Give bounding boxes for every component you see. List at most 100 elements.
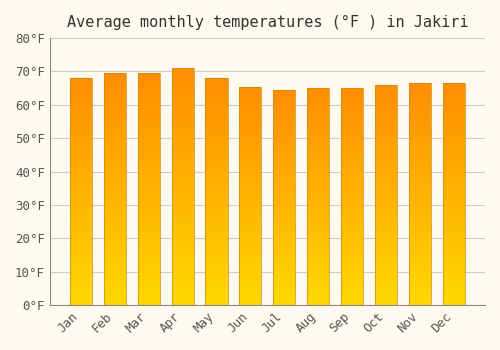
Bar xyxy=(70,178,92,182)
Bar xyxy=(375,173,398,177)
Bar xyxy=(409,274,432,278)
Bar xyxy=(274,215,295,219)
Bar xyxy=(206,241,228,246)
Bar xyxy=(409,181,432,185)
Bar xyxy=(342,175,363,179)
Bar xyxy=(375,248,398,252)
Bar xyxy=(308,136,330,140)
Bar xyxy=(104,106,126,110)
Bar xyxy=(375,261,398,265)
Bar xyxy=(70,210,92,214)
Bar xyxy=(342,88,363,92)
Bar xyxy=(104,282,126,287)
Bar xyxy=(104,250,126,254)
Bar xyxy=(206,142,228,146)
Bar xyxy=(443,292,465,296)
Bar xyxy=(240,213,262,218)
Bar xyxy=(443,92,465,97)
Bar xyxy=(375,296,398,301)
Bar xyxy=(342,114,363,119)
Bar xyxy=(240,279,262,283)
Bar xyxy=(138,166,160,170)
Bar xyxy=(443,208,465,212)
Bar xyxy=(342,296,363,301)
Bar xyxy=(172,177,194,182)
Bar xyxy=(138,152,160,157)
Bar xyxy=(308,210,330,214)
Bar xyxy=(206,164,228,169)
Bar xyxy=(443,119,465,123)
Bar xyxy=(104,240,126,245)
Bar xyxy=(342,153,363,158)
Bar xyxy=(308,244,330,248)
Bar xyxy=(443,243,465,247)
Bar xyxy=(308,197,330,201)
Bar xyxy=(409,119,432,123)
Bar xyxy=(409,301,432,305)
Bar xyxy=(375,155,398,160)
Bar xyxy=(138,250,160,254)
Bar xyxy=(409,105,432,110)
Bar xyxy=(104,189,126,194)
Bar xyxy=(206,210,228,214)
Bar xyxy=(375,133,398,138)
Bar xyxy=(409,83,432,88)
Bar xyxy=(206,264,228,269)
Bar xyxy=(240,218,262,222)
Bar xyxy=(274,154,295,159)
Bar xyxy=(308,253,330,257)
Bar xyxy=(104,161,126,166)
Bar xyxy=(172,196,194,201)
Bar xyxy=(409,238,432,243)
Bar xyxy=(342,231,363,236)
Bar xyxy=(409,256,432,261)
Bar xyxy=(342,158,363,162)
Bar xyxy=(104,263,126,268)
Bar xyxy=(409,247,432,252)
Bar xyxy=(206,251,228,255)
Bar xyxy=(308,166,330,170)
Bar xyxy=(375,164,398,168)
Bar xyxy=(206,246,228,251)
Bar xyxy=(308,275,330,279)
Bar xyxy=(70,174,92,178)
Bar xyxy=(274,219,295,223)
Bar xyxy=(70,292,92,296)
Bar xyxy=(240,121,262,126)
Bar xyxy=(375,111,398,116)
Bar xyxy=(409,154,432,159)
Bar xyxy=(375,190,398,195)
Bar xyxy=(342,240,363,244)
Bar xyxy=(342,110,363,114)
Bar xyxy=(274,275,295,279)
Bar xyxy=(138,184,160,189)
Bar xyxy=(375,186,398,190)
Bar xyxy=(308,105,330,110)
Bar xyxy=(70,273,92,278)
Bar xyxy=(274,262,295,266)
Bar xyxy=(104,222,126,226)
Bar xyxy=(308,270,330,275)
Bar xyxy=(206,301,228,305)
Bar xyxy=(206,287,228,292)
Bar xyxy=(240,108,262,113)
Bar xyxy=(206,219,228,223)
Bar xyxy=(274,258,295,262)
Bar xyxy=(240,100,262,104)
Bar xyxy=(206,78,228,83)
Bar xyxy=(409,123,432,127)
Bar xyxy=(409,252,432,256)
Bar xyxy=(104,300,126,305)
Bar xyxy=(206,201,228,205)
Bar xyxy=(70,201,92,205)
Bar xyxy=(375,107,398,111)
Bar xyxy=(104,184,126,189)
Bar xyxy=(274,124,295,128)
Bar xyxy=(274,232,295,236)
Bar xyxy=(206,196,228,201)
Bar xyxy=(172,139,194,144)
Bar xyxy=(240,222,262,226)
Bar xyxy=(240,191,262,196)
Bar xyxy=(443,168,465,172)
Bar xyxy=(70,133,92,137)
